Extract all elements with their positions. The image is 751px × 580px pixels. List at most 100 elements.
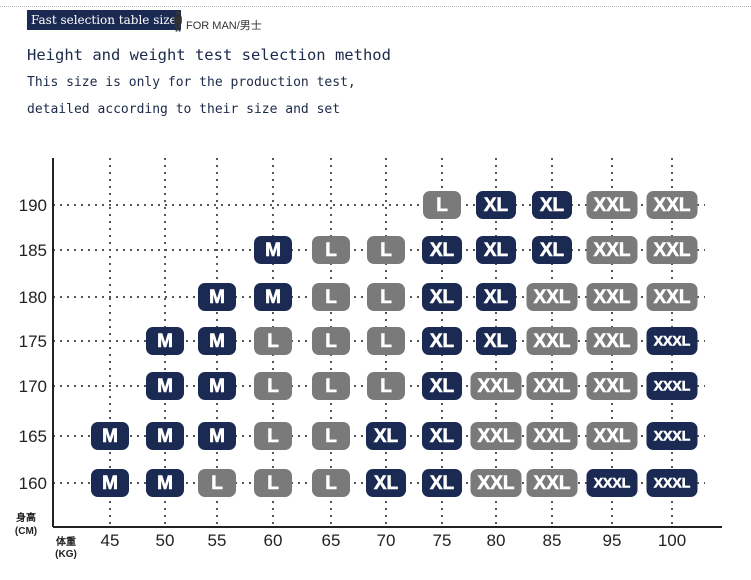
size-badge-75-185: XL (422, 236, 462, 264)
badge-bg (476, 283, 516, 311)
x-tick-70: 70 (377, 531, 396, 550)
badge-bg (254, 372, 292, 400)
badge-bg (422, 469, 462, 497)
size-badge-55-170: M (198, 372, 236, 400)
size-badge-85-160: XXL (526, 469, 578, 497)
size-badge-85-170: XXL (526, 372, 578, 400)
badge-bg (646, 236, 698, 264)
size-badge-75-165: XL (422, 422, 462, 450)
badge-bg (470, 422, 522, 450)
badge-bg (586, 283, 638, 311)
intro-line-1: This size is only for the production tes… (27, 75, 356, 90)
size-badge-65-160: L (312, 469, 350, 497)
badge-label: XL (430, 376, 455, 397)
badge-label: XXL (654, 195, 691, 216)
badge-bg (312, 283, 350, 311)
size-badge-70-175: L (367, 327, 405, 355)
badge-bg (146, 422, 184, 450)
badge-bg (586, 236, 638, 264)
x-tick-100: 100 (658, 531, 686, 550)
size-badge-75-190: L (423, 191, 461, 219)
size-badge-60-185: M (254, 236, 292, 264)
size-badge-80-180: XL (476, 283, 516, 311)
badge-label: XL (540, 195, 565, 216)
size-badge-95-160: XXXL (586, 469, 638, 497)
badge-label: XL (430, 473, 455, 494)
header-label: Fast selection table size (27, 10, 181, 30)
badge-label: XL (430, 240, 455, 261)
badge-bg (254, 283, 292, 311)
badge-label: M (102, 473, 118, 494)
badge-bg (91, 422, 129, 450)
badge-label: XXL (654, 287, 691, 308)
size-badge-65-175: L (312, 327, 350, 355)
badge-label: L (380, 376, 392, 397)
badge-bg (526, 422, 578, 450)
x-tick-80: 80 (487, 531, 506, 550)
size-badge-95-170: XXL (586, 372, 638, 400)
size-badge-60-180: M (254, 283, 292, 311)
badge-bg (367, 236, 405, 264)
intro-title: Height and weight test selection method (27, 46, 391, 64)
badge-label: XL (374, 426, 399, 447)
badge-bg (367, 283, 405, 311)
badge-bg (312, 372, 350, 400)
badge-label: XXL (534, 376, 571, 397)
y-axis-label: 身高 (16, 511, 36, 524)
size-badge-80-190: XL (476, 191, 516, 219)
badge-bg (254, 236, 292, 264)
badge-bg (198, 327, 236, 355)
size-badge-55-165: M (198, 422, 236, 450)
badge-bg (586, 191, 638, 219)
badge-label: XXL (594, 287, 631, 308)
badge-bg (646, 283, 698, 311)
size-badge-85-190: XL (532, 191, 572, 219)
x-axis-unit: (KG) (55, 549, 77, 560)
badge-bg (526, 372, 578, 400)
badge-bg (646, 422, 698, 450)
badge-label: XL (430, 287, 455, 308)
badge-label: XL (430, 426, 455, 447)
x-tick-75: 75 (433, 531, 452, 550)
badge-bg (367, 327, 405, 355)
size-badge-70-165: XL (366, 422, 406, 450)
person-icon (174, 10, 182, 32)
tick-labels: 160 165 170 175 180 185 190 45 50 55 60 65 70 75 80 85 9… (19, 196, 687, 550)
size-badge-45-160: M (91, 469, 129, 497)
x-tick-60: 60 (264, 531, 283, 550)
size-badge-50-165: M (146, 422, 184, 450)
badge-label: L (267, 376, 279, 397)
size-badge-70-180: L (367, 283, 405, 311)
badge-label: M (157, 331, 173, 352)
y-axis-unit: (CM) (15, 526, 37, 537)
badge-label: L (325, 287, 337, 308)
size-badge-95-180: XXL (586, 283, 638, 311)
badge-label: L (325, 331, 337, 352)
badge-bg (91, 469, 129, 497)
size-badge-55-180: M (198, 283, 236, 311)
size-badge-70-170: L (367, 372, 405, 400)
badge-bg (476, 327, 516, 355)
badge-label: M (157, 473, 173, 494)
badge-bg (198, 422, 236, 450)
badge-label: XXXL (654, 378, 691, 394)
size-badge-80-170: XXL (470, 372, 522, 400)
size-badge-85-175: XXL (526, 327, 578, 355)
badge-label: XXL (594, 195, 631, 216)
badge-bg (476, 191, 516, 219)
size-badge-80-160: XXL (470, 469, 522, 497)
size-badge-75-180: XL (422, 283, 462, 311)
size-badge-95-190: XXL (586, 191, 638, 219)
x-tick-85: 85 (543, 531, 562, 550)
badge-label: XXXL (654, 475, 691, 491)
x-tick-65: 65 (322, 531, 341, 550)
badge-label: XL (430, 331, 455, 352)
badge-label: M (157, 426, 173, 447)
badge-label: L (325, 426, 337, 447)
intro-line-2: detailed according to their size and set (27, 102, 341, 117)
badge-label: XL (484, 287, 509, 308)
badge-label: XL (484, 240, 509, 261)
badge-bg (198, 283, 236, 311)
badge-bg (646, 469, 698, 497)
badge-bg (526, 283, 578, 311)
